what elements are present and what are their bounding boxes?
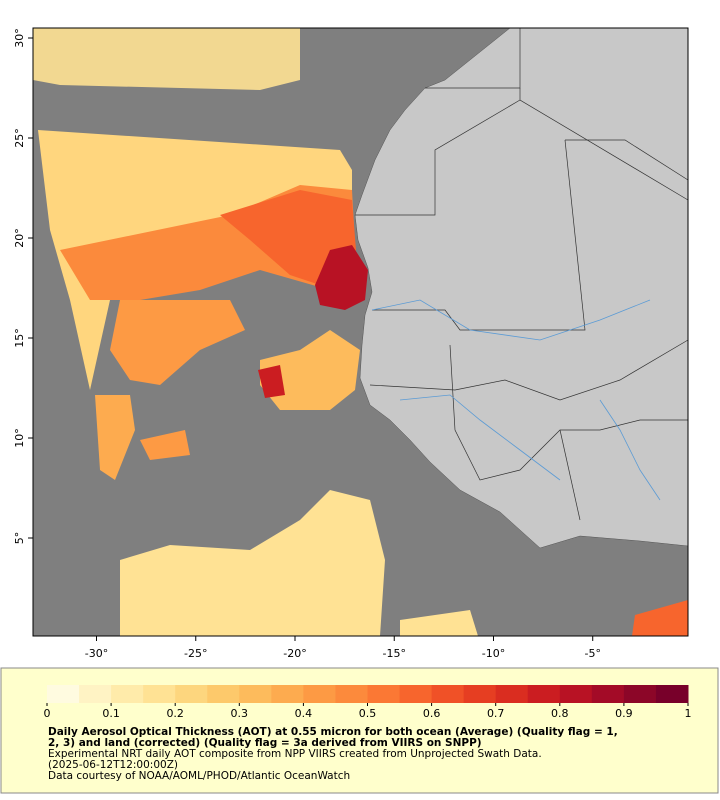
colorbar-step [47, 685, 80, 703]
caption-note: Experimental NRT daily AOT composite fro… [48, 748, 542, 760]
colorbar-tick-label: 0.8 [551, 707, 569, 720]
caption-note: Data courtesy of NOAA/AOML/PHOD/Atlantic… [48, 770, 350, 782]
colorbar-step [143, 685, 176, 703]
colorbar-step [399, 685, 433, 703]
colorbar-step [591, 685, 625, 703]
colorbar-tick-label: 0.7 [487, 707, 505, 720]
colorbar-tick-label: 0.6 [423, 707, 441, 720]
caption: Daily Aerosol Optical Thickness (AOT) at… [48, 726, 618, 782]
colorbar-step [239, 685, 272, 703]
x-tick-label: -10° [482, 647, 505, 660]
y-tick-label: 5° [13, 532, 26, 545]
colorbar-tick-label: 0.4 [295, 707, 313, 720]
colorbar-step [431, 685, 465, 703]
y-tick-label: 15° [13, 328, 26, 348]
map-frame [32, 27, 689, 637]
colorbar-step [271, 685, 304, 703]
colorbar-tick-label: 0.3 [231, 707, 249, 720]
colorbar-step [367, 685, 401, 703]
y-tick-label: 25° [13, 128, 26, 148]
colorbar-step [527, 685, 561, 703]
colorbar-step [303, 685, 336, 703]
y-tick-label: 20° [13, 228, 26, 248]
x-tick-label: -15° [383, 647, 406, 660]
colorbar-tick-label: 0.9 [615, 707, 633, 720]
x-tick-label: -5° [584, 647, 600, 660]
x-tick-label: -25° [184, 647, 207, 660]
colorbar-tick-label: 0.5 [359, 707, 377, 720]
y-tick-label: 10° [13, 428, 26, 448]
colorbar-step [79, 685, 112, 703]
colorbar-tick-label: 1 [685, 707, 692, 720]
caption-note: (2025-06-12T12:00:00Z) [48, 759, 178, 771]
colorbar-step [335, 685, 368, 703]
caption-title: 2, 3) and land (corrected) (Quality flag… [48, 737, 482, 749]
colorbar-tick-label: 0.1 [102, 707, 120, 720]
borders [355, 28, 689, 521]
colorbar-step [111, 685, 144, 703]
x-tick-label: -20° [283, 647, 306, 660]
colorbar-step [495, 685, 529, 703]
colorbar-step [655, 685, 689, 703]
colorbar-tick-label: 0 [44, 707, 51, 720]
colorbar-tick-label: 0.2 [166, 707, 184, 720]
caption-title: Daily Aerosol Optical Thickness (AOT) at… [48, 726, 618, 738]
colorbar-step [463, 685, 497, 703]
x-tick-label: -30° [85, 647, 108, 660]
rivers [371, 299, 661, 501]
aerosol [33, 28, 688, 636]
y-tick-label: 30° [13, 28, 26, 48]
colorbar-step [207, 685, 240, 703]
land [354, 27, 689, 549]
colorbar-step [623, 685, 657, 703]
colorbar-step [559, 685, 593, 703]
colorbar-step [175, 685, 208, 703]
